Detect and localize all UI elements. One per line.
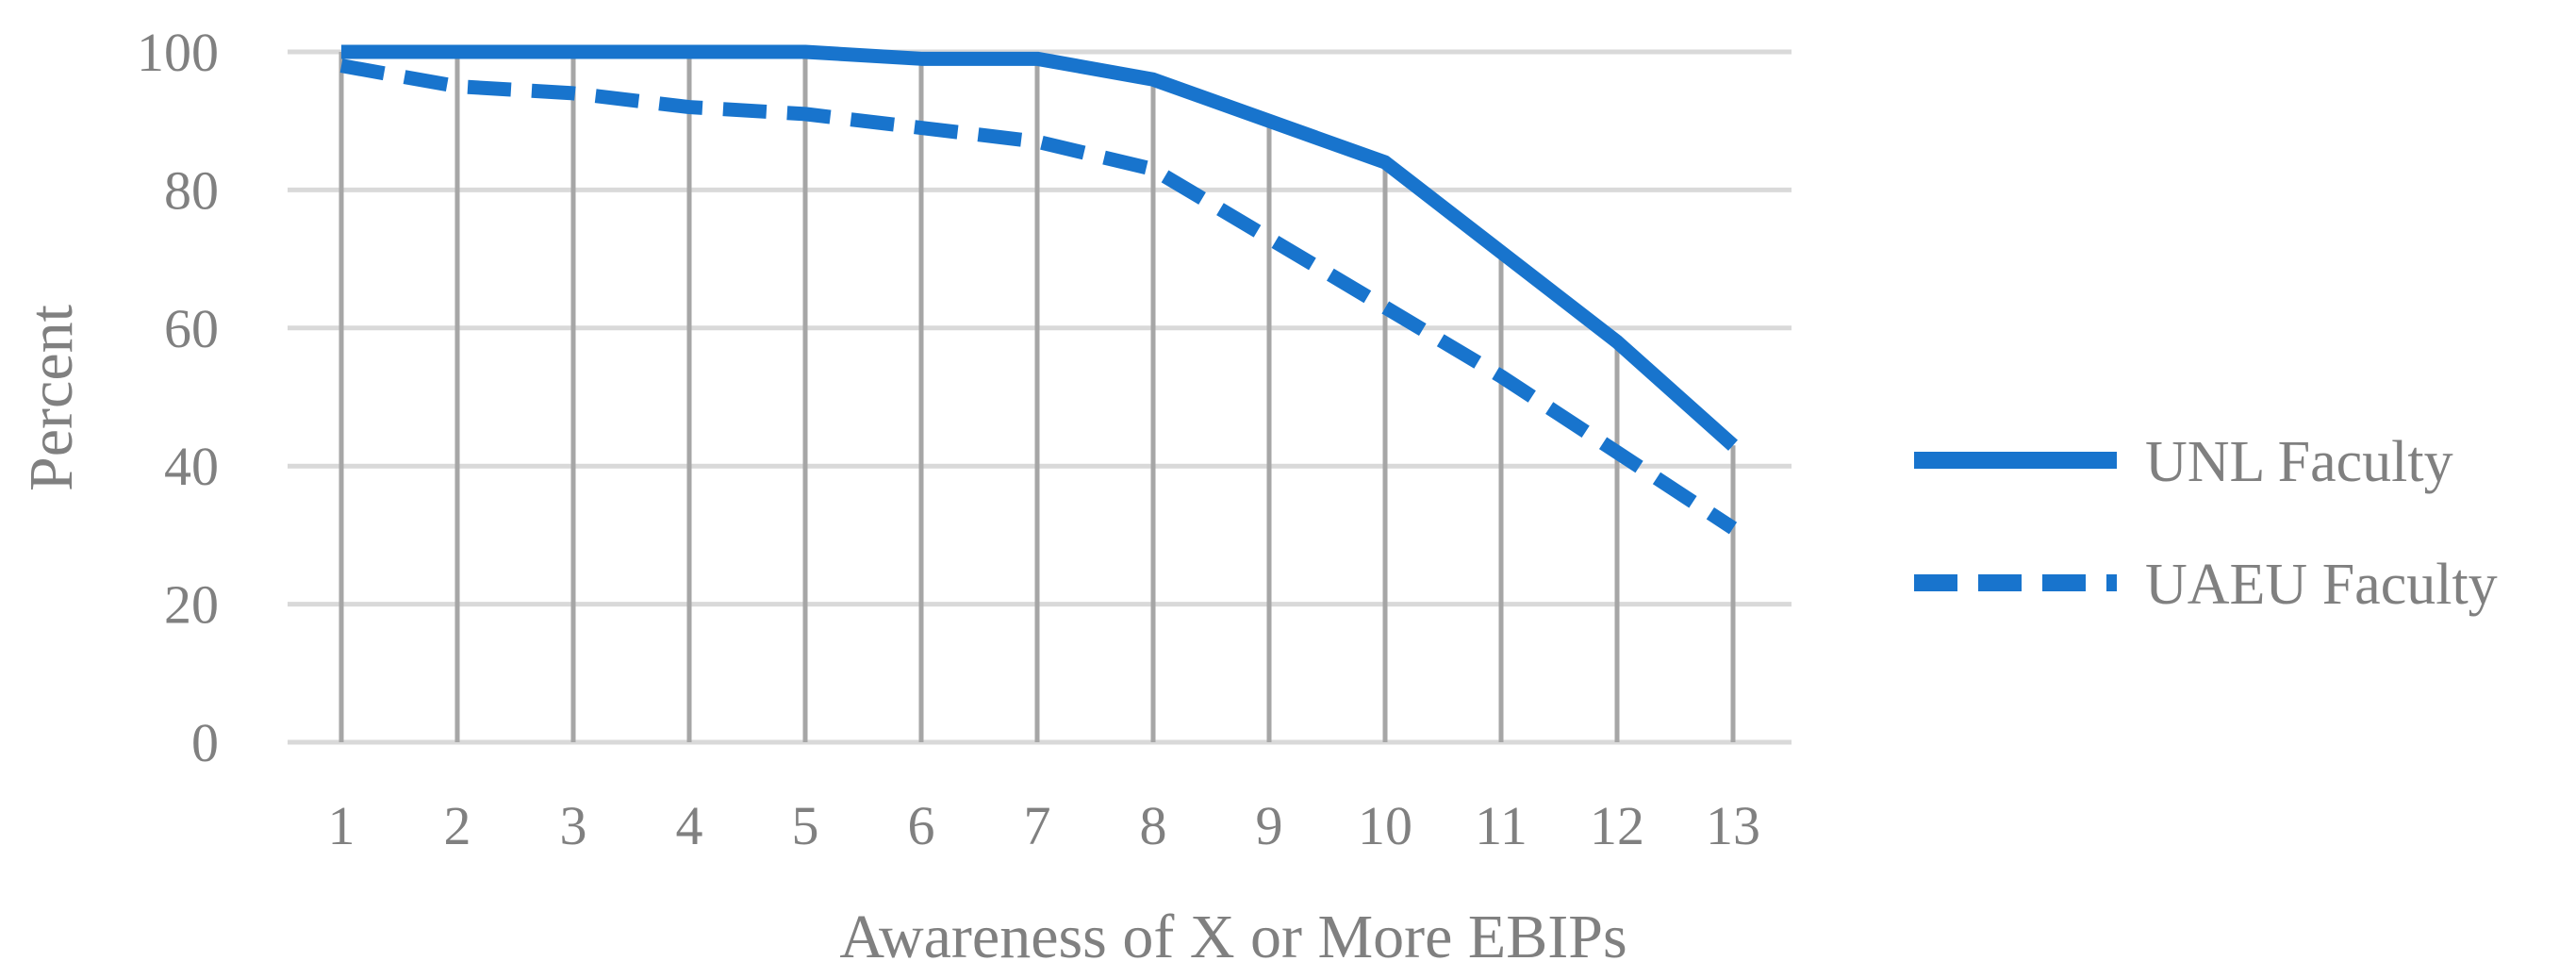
x-tick-labels: 1 2 3 4 5 6 7 8 9 10 11 12 13 xyxy=(328,795,1761,856)
x-tick-label-10: 10 xyxy=(1358,795,1412,856)
x-tick-label-7: 7 xyxy=(1024,795,1051,856)
legend-label-uaeu-faculty: UAEU Faculty xyxy=(2145,553,2498,617)
series-layer xyxy=(339,44,1738,535)
y-tick-label-60: 60 xyxy=(164,298,219,359)
x-tick-label-13: 13 xyxy=(1706,795,1760,856)
category-lines xyxy=(339,52,1736,742)
x-tick-label-1: 1 xyxy=(328,795,355,856)
x-tick-label-2: 2 xyxy=(444,795,471,856)
x-tick-label-4: 4 xyxy=(676,795,703,856)
x-axis-title: Awareness of X or More EBIPs xyxy=(839,903,1627,971)
x-tick-label-3: 3 xyxy=(560,795,587,856)
x-tick-label-5: 5 xyxy=(792,795,819,856)
x-tick-label-11: 11 xyxy=(1475,795,1527,856)
x-tick-label-6: 6 xyxy=(908,795,935,856)
x-tick-label-9: 9 xyxy=(1256,795,1283,856)
legend-label-unl-faculty: UNL Faculty xyxy=(2145,430,2453,494)
y-axis-title: Percent xyxy=(17,305,86,491)
legend: UNL Faculty UAEU Faculty xyxy=(1914,430,2498,617)
y-tick-label-0: 0 xyxy=(191,712,219,773)
x-tick-label-12: 12 xyxy=(1590,795,1644,856)
y-tick-label-20: 20 xyxy=(164,574,219,636)
y-tick-label-100: 100 xyxy=(137,22,219,83)
y-tick-label-40: 40 xyxy=(164,436,219,497)
y-tick-label-80: 80 xyxy=(164,159,219,221)
x-tick-label-8: 8 xyxy=(1140,795,1167,856)
y-tick-labels: 0 20 40 60 80 100 xyxy=(137,22,219,773)
